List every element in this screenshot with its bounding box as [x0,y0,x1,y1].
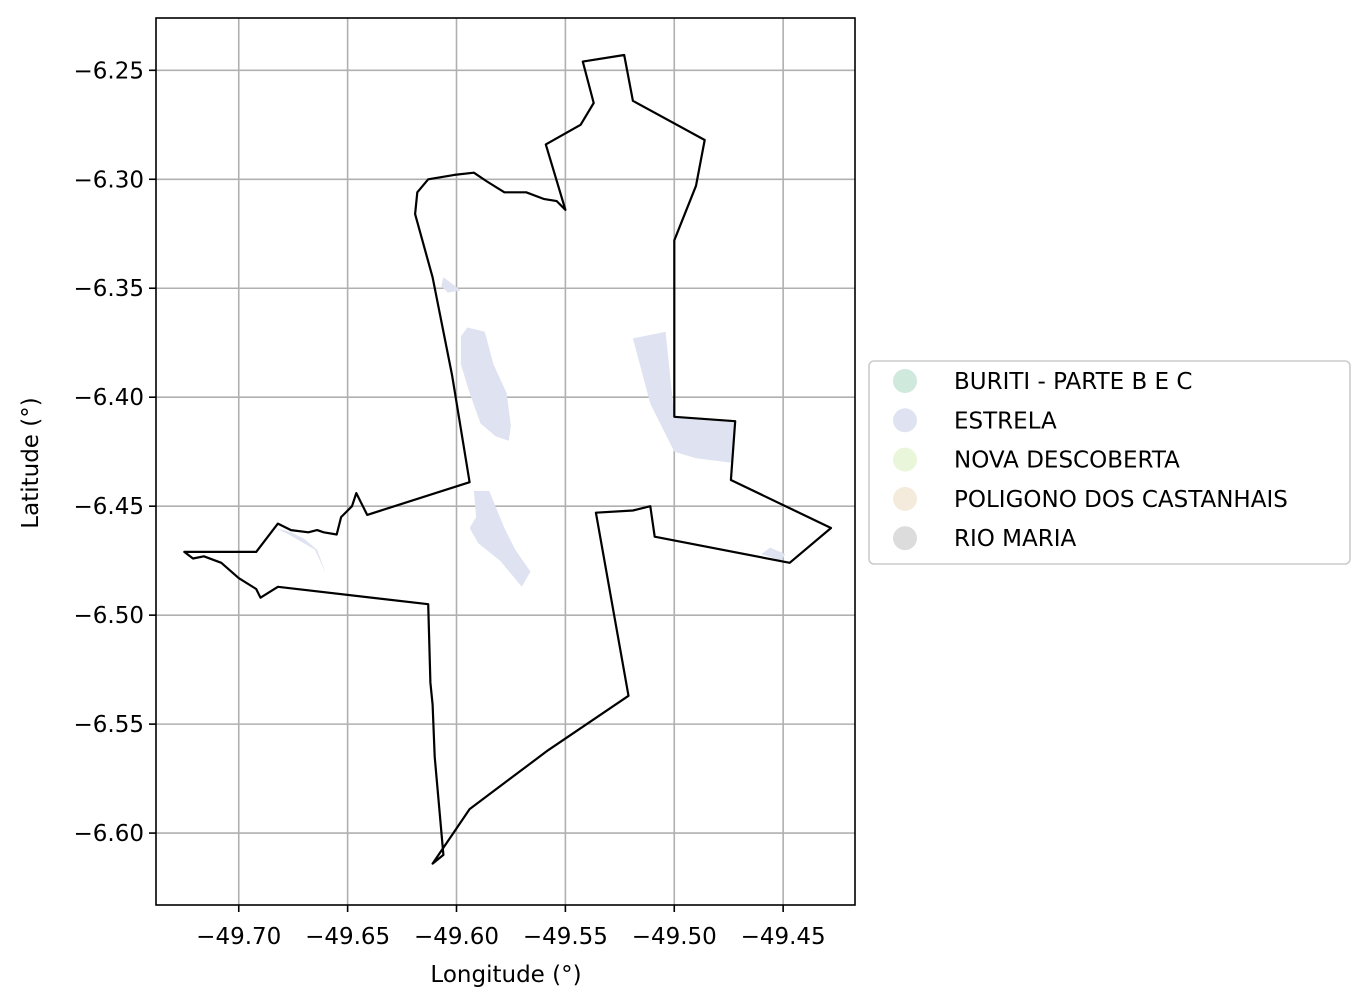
y-tick-label: −6.50 [74,603,144,629]
region-estrela [275,528,326,574]
region-estrela [441,277,461,293]
legend-label: BURITI - PARTE B E C [954,369,1192,395]
legend-label: NOVA DESCOBERTA [954,448,1180,474]
legend-marker [893,447,917,472]
regions-layer [275,277,786,587]
x-tick-label: −49.70 [196,924,281,950]
region-estrela [460,327,511,441]
y-tick-label: −6.30 [74,167,144,193]
legend-marker [893,526,917,551]
legend-marker [893,408,917,433]
legend-label: POLIGONO DOS CASTANHAIS [954,487,1288,513]
x-tick-label: −49.50 [632,924,717,950]
legend-label: RIO MARIA [954,526,1077,552]
x-tick-label: −49.65 [305,924,390,950]
x-axis-label: Longitude (°) [430,962,581,988]
legend-label: ESTRELA [954,408,1057,434]
legend: BURITI - PARTE B E C ESTRELA NOVA DESCOBER… [868,360,1351,565]
y-tick-label: −6.25 [74,58,144,84]
x-tick-label: −49.45 [741,924,826,950]
y-axis-label: Latitude (°) [18,397,44,528]
y-tick-label: −6.35 [74,276,144,302]
grid-lines [156,18,855,905]
y-axis-ticks: −6.25 −6.30 −6.35 −6.40 −6.45 −6.50 −6.55 −6.60 [74,58,156,847]
legend-frame [868,360,1351,565]
boundary-outline [183,53,833,865]
x-axis-ticks: −49.70 −49.65 −49.60 −49.55 −49.50 −49.45 [196,905,826,950]
region-estrela [632,331,736,463]
legend-marker [893,369,917,393]
x-tick-label: −49.55 [523,924,608,950]
plot-frame [155,17,856,906]
y-tick-label: −6.60 [74,821,144,847]
y-tick-label: −6.40 [74,385,144,411]
boundary-layer [183,53,833,865]
y-tick-label: −6.55 [74,712,144,738]
region-estrela [469,490,531,587]
legend-marker [893,486,917,511]
region-estrela [761,547,786,561]
y-tick-label: −6.45 [74,494,144,520]
x-tick-label: −49.60 [414,924,499,950]
